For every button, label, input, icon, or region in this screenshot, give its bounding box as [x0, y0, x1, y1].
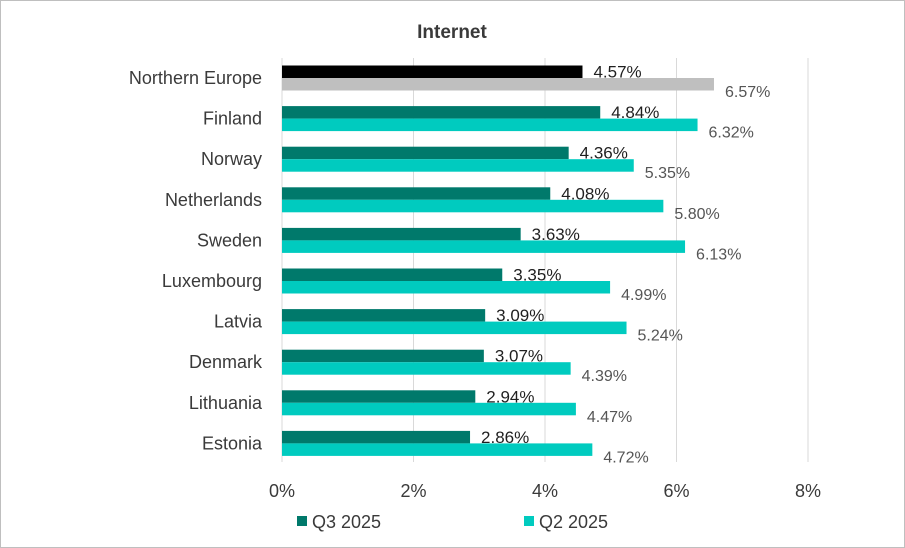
x-tick-label: 4% [532, 481, 558, 501]
category-label: Luxembourg [162, 271, 262, 291]
category-label: Finland [203, 109, 262, 129]
bar-q2-2025 [282, 443, 593, 456]
category-label: Lithuania [189, 393, 263, 413]
data-label-q2-2025: 6.13% [696, 246, 741, 263]
data-label-q3-2025: 4.36% [580, 144, 628, 163]
data-label-q2-2025: 5.24% [638, 328, 683, 345]
x-tick-label: 2% [400, 481, 426, 501]
legend-swatch [524, 516, 534, 526]
data-label-q3-2025: 3.63% [532, 225, 580, 244]
bar-q3-2025 [282, 187, 551, 200]
data-label-q3-2025: 4.57% [593, 63, 641, 82]
data-label-q2-2025: 5.80% [674, 206, 719, 223]
data-label-q2-2025: 4.72% [603, 449, 648, 466]
x-tick-label: 8% [795, 481, 821, 501]
bar-q3-2025 [282, 268, 503, 281]
bar-q3-2025 [282, 146, 569, 160]
bar-q2-2025 [282, 159, 634, 172]
bar-q2-2025 [282, 240, 686, 253]
x-tick-label: 0% [269, 481, 295, 501]
legend-label: Q3 2025 [312, 512, 381, 532]
data-label-q2-2025: 5.35% [645, 165, 690, 182]
data-label-q2-2025: 4.99% [621, 287, 666, 304]
bar-q2-2025 [282, 78, 714, 91]
data-label-q3-2025: 4.84% [611, 103, 659, 122]
legend: Q3 2025 Q2 2025 [297, 512, 608, 532]
bar-q3-2025 [282, 390, 476, 403]
bar-q2-2025 [282, 281, 611, 294]
x-tick-label: 6% [663, 481, 689, 501]
data-label-q2-2025: 4.47% [587, 409, 632, 426]
data-label-q3-2025: 3.09% [496, 306, 544, 325]
bar-q3-2025 [282, 227, 521, 241]
bar-q2-2025 [282, 118, 698, 132]
category-label: Denmark [189, 352, 263, 372]
x-tick-labels: 0% 2% 4% 6% 8% [269, 481, 821, 501]
data-label-q3-2025: 3.35% [513, 266, 561, 285]
bars: 4.57% 6.57% 4.84% 6.32% 4.36% 5.35% 4.08% 5.80%… [282, 63, 770, 466]
bar-q3-2025 [282, 65, 583, 78]
legend-label: Q2 2025 [539, 512, 608, 532]
category-label: Netherlands [165, 190, 262, 210]
data-label-q3-2025: 4.08% [561, 184, 609, 203]
data-label-q2-2025: 4.39% [582, 368, 627, 385]
data-label-q3-2025: 2.94% [486, 387, 534, 406]
bar-q2-2025 [282, 362, 571, 375]
category-labels: Northern Europe Finland Norway Netherlands S… [129, 68, 263, 453]
data-label-q3-2025: 3.07% [495, 347, 543, 366]
data-label-q3-2025: 2.86% [481, 428, 529, 447]
category-label: Latvia [214, 312, 263, 332]
data-label-q2-2025: 6.32% [709, 125, 754, 142]
bar-q2-2025 [282, 199, 664, 213]
bar-q3-2025 [282, 430, 471, 444]
data-label-q2-2025: 6.57% [725, 84, 770, 101]
bar-q3-2025 [282, 106, 601, 119]
category-label: Norway [201, 149, 262, 169]
chart-title: Internet [417, 22, 487, 43]
legend-swatch [297, 516, 307, 526]
category-label: Northern Europe [129, 68, 262, 88]
category-label: Sweden [197, 230, 262, 250]
bar-q2-2025 [282, 402, 576, 416]
bar-q2-2025 [282, 321, 627, 335]
bar-q3-2025 [282, 349, 484, 363]
bar-q3-2025 [282, 309, 486, 322]
category-label: Estonia [202, 433, 263, 453]
